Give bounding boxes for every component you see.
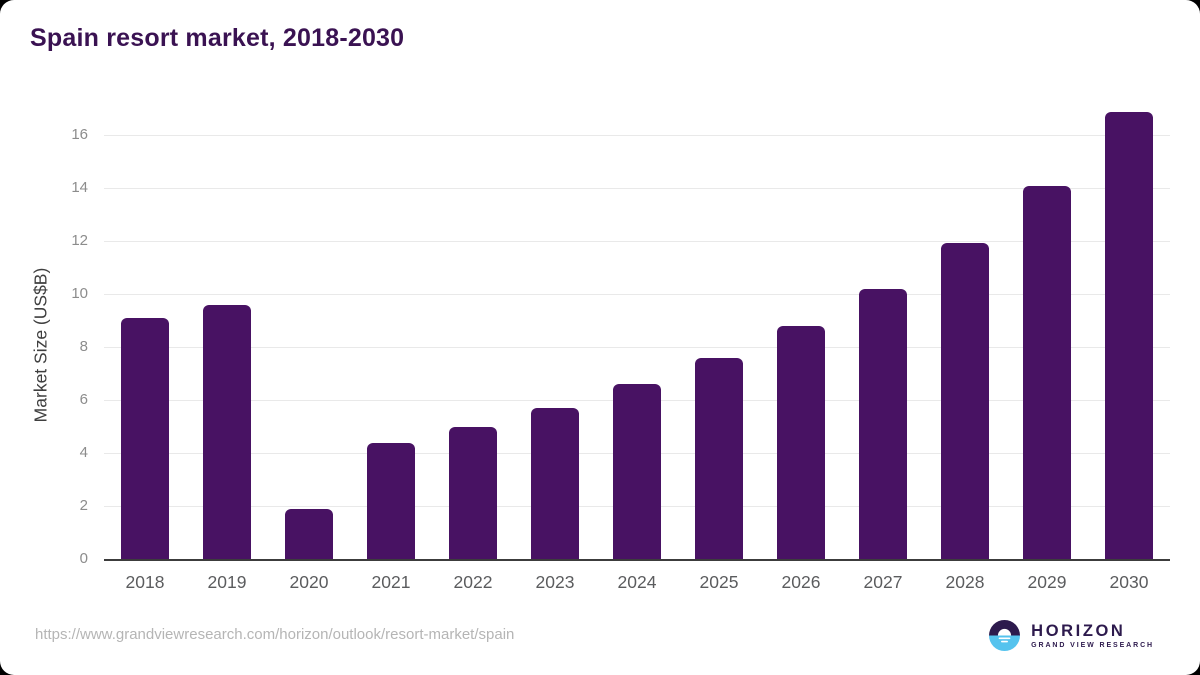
logo-brand: HORIZON bbox=[1031, 621, 1126, 640]
gridline-10 bbox=[104, 293, 1170, 295]
y-tick-label-4: 4 bbox=[79, 444, 88, 462]
x-tick-label-2025: 2025 bbox=[699, 572, 739, 592]
y-tick-label-0: 0 bbox=[79, 550, 88, 567]
x-tick-label-2023: 2023 bbox=[535, 572, 575, 592]
horizon-logo: HORIZON GRAND VIEW RESEARCH bbox=[989, 620, 1154, 651]
x-tick-label-2026: 2026 bbox=[781, 572, 821, 592]
bar-2021 bbox=[367, 442, 415, 559]
logo-text: HORIZON GRAND VIEW RESEARCH bbox=[1031, 621, 1154, 649]
plot-area: 2018 2019 2020 2021 2022 2023 2024 2025 2026 2027… bbox=[104, 93, 1170, 592]
y-tick-label-12: 12 bbox=[71, 232, 88, 250]
x-tick-label-2021: 2021 bbox=[371, 572, 411, 592]
x-tick-label-2022: 2022 bbox=[453, 572, 493, 592]
y-tick-label-8: 8 bbox=[79, 338, 88, 356]
y-tick-label-6: 6 bbox=[79, 391, 88, 409]
bar-2030 bbox=[1105, 111, 1153, 559]
bar-2019 bbox=[203, 304, 251, 559]
gridline-14 bbox=[104, 187, 1170, 189]
y-tick-label-16: 16 bbox=[71, 126, 88, 144]
chart-title: Spain resort market, 2018-2030 bbox=[30, 24, 405, 52]
gridline-16 bbox=[104, 134, 1170, 136]
y-tick-label-2: 2 bbox=[79, 497, 88, 515]
horizon-sunset-icon bbox=[989, 620, 1021, 651]
source-url: https://www.grandviewresearch.com/horizo… bbox=[35, 626, 515, 643]
y-tick-label-14: 14 bbox=[71, 179, 88, 197]
bar-2029 bbox=[1023, 185, 1071, 559]
bar-2027 bbox=[859, 288, 907, 559]
logo-tagline: GRAND VIEW RESEARCH bbox=[1031, 641, 1154, 649]
bar-2020 bbox=[285, 508, 333, 559]
bar-2022 bbox=[449, 426, 497, 559]
x-tick-label-2024: 2024 bbox=[617, 572, 657, 592]
x-tick-label-2029: 2029 bbox=[1027, 572, 1067, 592]
bar-2026 bbox=[777, 326, 825, 559]
bar-2028 bbox=[941, 242, 989, 559]
x-tick-label-2020: 2020 bbox=[289, 572, 329, 592]
bar-2023 bbox=[531, 408, 579, 559]
gridline-12 bbox=[104, 240, 1170, 242]
bar-2025 bbox=[695, 357, 743, 559]
x-tick-label-2019: 2019 bbox=[207, 572, 247, 592]
y-axis-tick-labels: 0 2 4 6 8 10 12 14 16 bbox=[0, 93, 88, 567]
y-tick-label-10: 10 bbox=[71, 285, 88, 303]
x-tick-label-2027: 2027 bbox=[863, 572, 903, 592]
x-tick-label-2028: 2028 bbox=[945, 572, 985, 592]
bar-2018 bbox=[121, 318, 169, 559]
x-tick-label-2018: 2018 bbox=[125, 572, 165, 592]
x-tick-label-2030: 2030 bbox=[1109, 572, 1149, 592]
gridline-8 bbox=[104, 346, 1170, 348]
bar-2024 bbox=[613, 384, 661, 559]
